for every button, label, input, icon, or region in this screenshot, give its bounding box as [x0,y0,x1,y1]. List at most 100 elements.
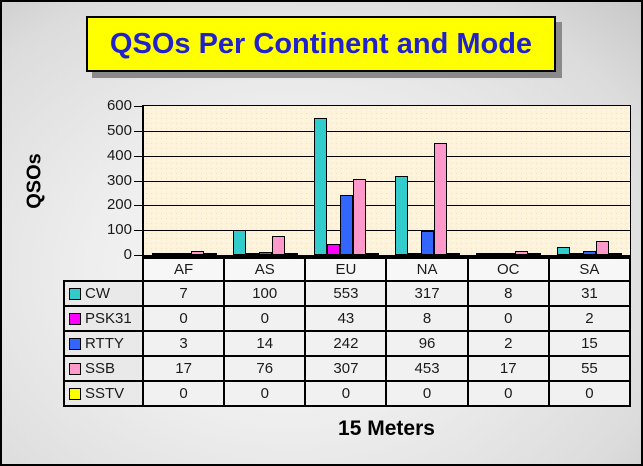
plot-area [142,105,631,257]
bar-cw-na [395,176,408,255]
bar-psk31-sa [570,253,583,255]
gridline [144,205,630,206]
column-header-as: AS [225,259,305,280]
cell-rtty-sa: 15 [549,332,629,355]
bar-cw-eu [314,118,327,255]
bar-rtty-oc [502,253,515,255]
bar-rtty-as [259,252,272,255]
y-axis-tick [134,131,142,132]
bar-cw-as [233,230,246,255]
bar-sstv-as [285,253,298,255]
legend-item-ssb: SSB [65,357,142,380]
legend-item-cw: CW [65,282,142,305]
cell-ssb-as: 76 [225,357,305,380]
legend-label: RTTY [85,335,124,352]
legend-label: SSB [85,360,116,377]
y-axis-tick-label: 600 [106,97,132,114]
gridline [144,156,630,157]
cell-rtty-af: 3 [144,332,224,355]
cell-sstv-sa: 0 [549,382,629,405]
legend-item-sstv: SSTV [65,382,142,405]
y-axis-tick-label: 400 [106,146,132,164]
bar-rtty-eu [340,195,353,255]
legend-label: SSTV [85,385,125,402]
cell-psk31-eu: 43 [306,307,386,330]
bar-cw-oc [476,253,489,255]
legend-swatch-icon-cw [69,287,81,300]
y-axis-tick [134,181,142,182]
cell-psk31-as: 0 [225,307,305,330]
y-axis-tick [134,230,142,231]
cell-psk31-af: 0 [144,307,224,330]
cell-cw-oc: 8 [468,282,548,305]
y-axis-tick [134,106,142,107]
legend-swatch-icon-psk31 [69,312,81,325]
cell-sstv-af: 0 [144,382,224,405]
bar-ssb-af [191,251,204,255]
gridline [144,131,630,132]
bar-sstv-sa [609,253,622,255]
cell-ssb-na: 453 [387,357,467,380]
chart-title: QSOs Per Continent and Mode [86,16,556,72]
column-header-sa: SA [549,259,629,280]
bar-sstv-af [204,253,217,255]
bar-psk31-na [408,253,421,255]
bar-psk31-eu [327,244,340,255]
cell-psk31-oc: 0 [468,307,548,330]
cell-sstv-na: 0 [387,382,467,405]
cell-ssb-oc: 17 [468,357,548,380]
bar-cw-af [152,253,165,255]
bar-ssb-eu [353,179,366,255]
column-header-eu: EU [306,259,386,280]
y-axis-tick-label: 500 [106,121,132,139]
cell-cw-af: 7 [144,282,224,305]
x-axis-title: 15 Meters [338,417,435,440]
y-axis-tick-label: 100 [106,221,132,239]
gridline [144,181,630,182]
bar-ssb-na [434,143,447,255]
gridline [144,230,630,231]
cell-rtty-na: 96 [387,332,467,355]
cell-sstv-as: 0 [225,382,305,405]
legend: CW PSK31 RTTY SSB SSTV [63,280,144,407]
column-header-oc: OC [468,259,548,280]
bar-rtty-sa [583,251,596,255]
bar-ssb-sa [596,241,609,255]
bar-psk31-af [165,253,178,255]
column-header-af: AF [144,259,224,280]
y-axis-tick-label: 300 [106,171,132,189]
cell-cw-sa: 31 [549,282,629,305]
legend-swatch-icon-sstv [69,387,81,400]
bar-cw-sa [557,247,570,255]
bar-sstv-oc [528,253,541,255]
y-axis-tick-label: 0 [123,246,132,263]
cell-psk31-na: 8 [387,307,467,330]
cell-ssb-sa: 55 [549,357,629,380]
cell-sstv-oc: 0 [468,382,548,405]
y-axis-title: QSOs [23,153,46,209]
cell-cw-eu: 553 [306,282,386,305]
y-axis-tick-label: 200 [106,196,132,214]
bar-psk31-oc [489,253,502,255]
legend-label: PSK31 [85,310,132,327]
data-table: AF AS EU NA OC SA 7 100 553 317 8 31 0 0 43 8 0 2 3 14 242 96… [142,257,631,407]
legend-label: CW [85,285,110,302]
cell-rtty-oc: 2 [468,332,548,355]
bar-sstv-eu [366,253,379,255]
legend-item-psk31: PSK31 [65,307,142,330]
bar-ssb-as [272,236,285,255]
bar-rtty-af [178,253,191,255]
cell-ssb-af: 17 [144,357,224,380]
cell-cw-na: 317 [387,282,467,305]
y-axis-tick [134,255,142,256]
cell-rtty-eu: 242 [306,332,386,355]
bar-psk31-as [246,253,259,255]
bar-rtty-na [421,231,434,255]
cell-rtty-as: 14 [225,332,305,355]
cell-cw-as: 100 [225,282,305,305]
legend-item-rtty: RTTY [65,332,142,355]
y-axis-tick [134,156,142,157]
bar-ssb-oc [515,251,528,255]
cell-sstv-eu: 0 [306,382,386,405]
